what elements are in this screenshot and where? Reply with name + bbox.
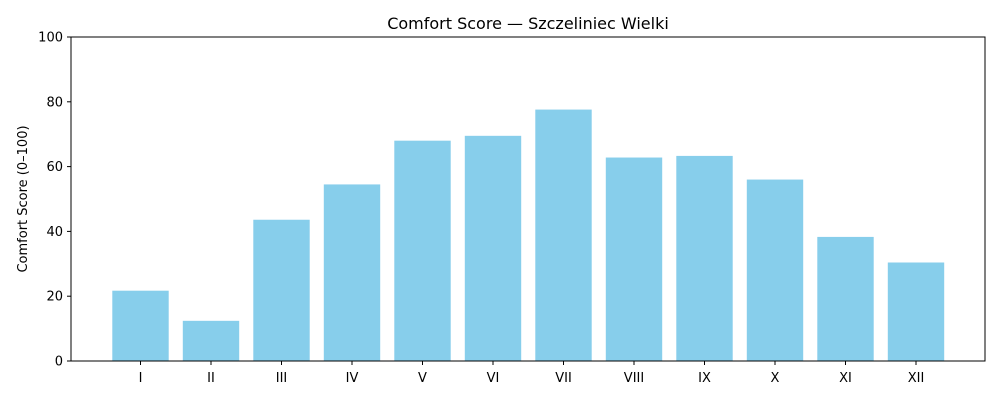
- bar-X: [746, 179, 804, 361]
- x-tick-label: II: [207, 371, 215, 386]
- x-tick-label: VI: [487, 371, 500, 386]
- x-tick-label: XII: [908, 371, 925, 386]
- y-axis-ticks: 0 20 40 60 80 100: [38, 31, 71, 370]
- bars-group: [112, 109, 945, 361]
- plot-frame: [70, 36, 986, 362]
- x-tick-label: VIII: [624, 371, 644, 386]
- x-axis-ticks: I II III IV V VI VII VIII IX X XI XII: [139, 361, 925, 386]
- x-tick-label: X: [771, 371, 780, 386]
- y-tick-label: 100: [38, 31, 63, 46]
- x-tick-label: V: [418, 371, 427, 386]
- bar-I: [112, 290, 169, 361]
- bar-II: [182, 320, 240, 361]
- bar-XI: [817, 236, 874, 361]
- x-tick-label: VII: [555, 371, 572, 386]
- x-tick-label: XI: [839, 371, 852, 386]
- x-tick-label: III: [276, 371, 288, 386]
- bar-III: [253, 219, 310, 361]
- y-axis-title: Comfort Score (0–100): [16, 125, 31, 272]
- bar-VIII: [605, 157, 663, 361]
- x-tick-label: IV: [346, 371, 359, 386]
- bar-V: [394, 140, 451, 361]
- y-tick-label: 0: [55, 355, 63, 370]
- y-tick-label: 40: [46, 225, 63, 240]
- bar-VII: [535, 109, 592, 361]
- bar-XII: [887, 262, 945, 361]
- y-tick-label: 80: [46, 95, 63, 110]
- y-tick-label: 60: [46, 160, 63, 175]
- y-tick-label: 20: [46, 290, 63, 305]
- x-tick-label: IX: [698, 371, 711, 386]
- x-tick-label: I: [139, 371, 143, 386]
- chart-title: Comfort Score — Szczeliniec Wielki: [387, 14, 669, 33]
- bar-IX: [676, 155, 733, 361]
- bar-VI: [464, 135, 522, 361]
- bar-IV: [323, 184, 381, 361]
